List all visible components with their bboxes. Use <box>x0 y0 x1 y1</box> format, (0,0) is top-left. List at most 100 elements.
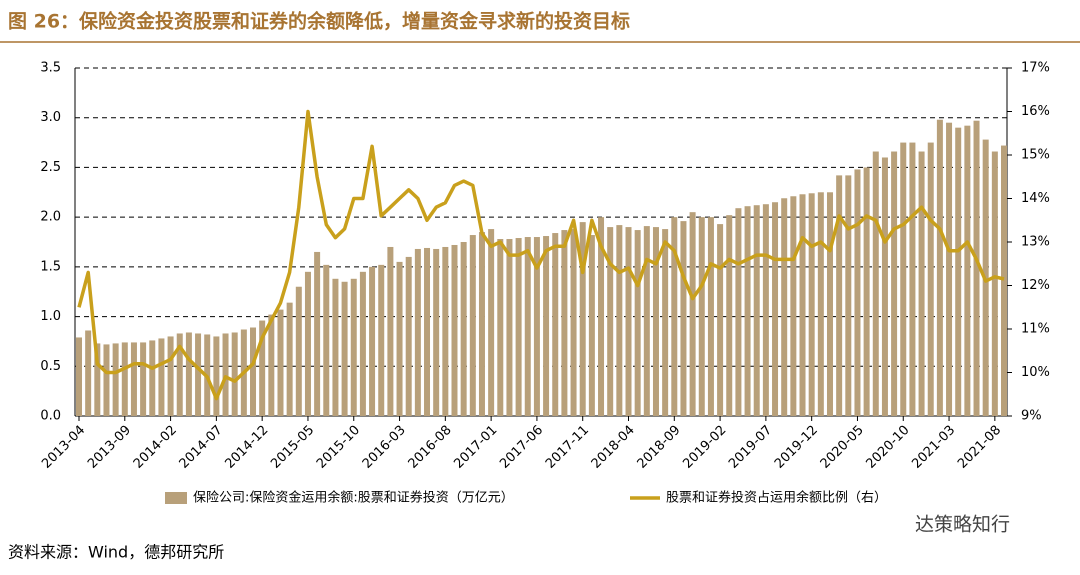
bar <box>451 244 458 416</box>
bar <box>76 337 82 416</box>
bar <box>744 206 751 416</box>
bar <box>680 221 687 416</box>
bar <box>762 204 769 416</box>
bar <box>277 309 284 416</box>
bar <box>570 229 577 416</box>
bar <box>799 194 806 416</box>
y2-tick-label: 17% <box>1021 61 1050 76</box>
bar <box>607 227 614 416</box>
bar <box>854 169 861 416</box>
bar <box>350 278 357 416</box>
bar <box>94 343 101 416</box>
bar <box>625 227 632 416</box>
y-tick-label: 3.0 <box>40 110 61 125</box>
y2-tick-label: 14% <box>1021 191 1050 206</box>
bar <box>369 266 376 416</box>
bar <box>918 151 925 416</box>
bar <box>387 246 394 416</box>
bar <box>616 225 623 416</box>
bar <box>973 120 980 416</box>
bar <box>543 236 550 416</box>
watermark: 达策略知行 <box>915 514 1010 536</box>
bar <box>946 122 953 416</box>
bar <box>909 142 916 417</box>
bar <box>790 196 797 416</box>
y2-tick-label: 12% <box>1021 278 1050 293</box>
bar <box>872 151 879 416</box>
bar <box>552 233 559 416</box>
y-tick-label: 3.5 <box>40 61 61 76</box>
bar <box>561 230 568 416</box>
y2-tick-label: 10% <box>1021 365 1050 380</box>
legend-label: 保险公司:保险资金运用余额:股票和证券投资（万亿元） <box>193 490 514 506</box>
x-tick-label: 2016-08 <box>406 423 455 472</box>
bar <box>533 237 540 416</box>
bar <box>845 175 852 416</box>
y-tick-label: 1.0 <box>40 309 61 324</box>
x-tick-label: 2017-06 <box>497 423 546 472</box>
bar <box>149 340 156 416</box>
bar <box>442 246 449 416</box>
bar <box>85 330 92 416</box>
bar <box>936 119 943 417</box>
bar <box>753 205 760 416</box>
bar <box>735 208 742 416</box>
y2-tick-label: 9% <box>1021 409 1042 424</box>
bar <box>378 264 385 416</box>
chart-title: 图 26：保险资金投资股票和证券的余额降低，增量资金寻求新的投资目标 <box>8 10 630 33</box>
x-tick-label: 2017-11 <box>543 423 592 472</box>
bar <box>836 175 843 416</box>
bar <box>140 342 147 416</box>
bar <box>396 261 403 416</box>
x-tick-label: 2017-01 <box>451 423 500 472</box>
bar <box>881 157 888 416</box>
bar <box>323 264 330 416</box>
bar <box>1001 145 1007 416</box>
bar <box>808 193 815 416</box>
y-tick-label: 1.5 <box>40 259 61 274</box>
bar <box>176 333 183 416</box>
bar <box>250 327 257 416</box>
bar <box>167 336 174 416</box>
x-tick-label: 2018-04 <box>589 423 638 472</box>
bar <box>478 232 485 416</box>
bar <box>900 142 907 417</box>
bar <box>314 251 321 416</box>
bar <box>717 224 724 416</box>
bar <box>991 151 998 416</box>
bar <box>433 248 440 416</box>
bar <box>652 227 659 416</box>
bar <box>671 217 678 416</box>
bar <box>130 342 137 416</box>
x-tick-label: 2019-12 <box>772 423 821 472</box>
bar <box>863 167 870 416</box>
bar <box>497 239 504 416</box>
legend-swatch <box>165 492 187 504</box>
bar <box>598 217 605 416</box>
y-tick-label: 0.5 <box>40 359 61 374</box>
x-tick-label: 2020-10 <box>864 423 913 472</box>
bar <box>707 217 714 416</box>
x-tick-label: 2014-02 <box>131 423 180 472</box>
bar <box>662 229 669 416</box>
bar <box>698 217 705 416</box>
bar <box>927 142 934 417</box>
bar <box>213 336 220 416</box>
x-tick-label: 2018-09 <box>635 423 684 472</box>
bar <box>304 271 311 416</box>
bar <box>891 151 898 416</box>
bar <box>588 235 595 416</box>
bar <box>121 342 128 416</box>
bar <box>112 343 119 416</box>
bar <box>222 333 229 416</box>
bar <box>460 242 467 416</box>
bar <box>424 247 431 416</box>
bar <box>488 229 495 416</box>
y2-tick-label: 13% <box>1021 235 1050 250</box>
x-tick-label: 2019-07 <box>726 423 775 472</box>
bar <box>414 248 421 416</box>
x-tick-label: 2020-05 <box>818 423 867 472</box>
bar <box>634 230 641 416</box>
line <box>77 109 1005 401</box>
x-tick-label: 2021-03 <box>909 423 958 472</box>
